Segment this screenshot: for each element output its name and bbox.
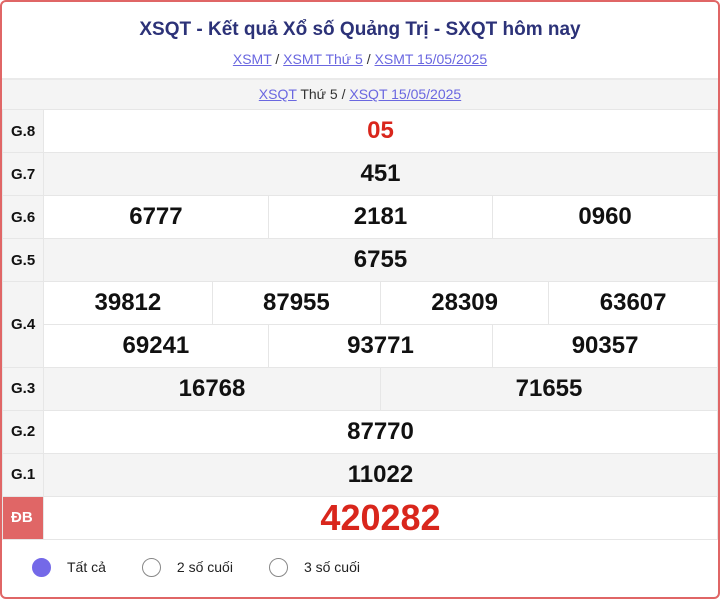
prize-value: 87770 (43, 409, 718, 454)
prize-label: G.3 (2, 366, 44, 411)
prize-value: 90357 (492, 324, 717, 367)
prize-value: 6755 (43, 238, 718, 282)
results-table: G.8 05 G.7 451 G.6 6777 2181 0960 G.5 6755 G.… (2, 109, 718, 540)
prize-value: 0960 (492, 196, 717, 238)
row-g3: G.3 16768 71655 (2, 366, 718, 411)
crumb-xsmt-day[interactable]: XSMT Thứ 5 (283, 51, 363, 67)
prize-label: G.4 (2, 281, 44, 368)
prize-label: G.6 (2, 195, 44, 239)
prize-value: 451 (43, 152, 718, 196)
radio-icon[interactable] (141, 557, 161, 577)
row-g1: G.1 11022 (2, 452, 718, 497)
prize-label: G.5 (2, 238, 44, 282)
prize-value: 39812 (94, 289, 162, 316)
row-db: ĐB 420282 (2, 495, 718, 540)
prize-value: 16768 (44, 367, 381, 410)
day-label: Thứ 5 (300, 86, 338, 102)
digit-filter: Tất cả 2 số cuối 3 số cuối (2, 540, 718, 577)
crumb-xsmt-date[interactable]: XSMT 15/05/2025 (374, 51, 488, 67)
prize-label: ĐB (2, 495, 44, 540)
prize-label: G.7 (2, 152, 44, 196)
row-g8: G.8 05 (2, 109, 718, 153)
prize-value: 28309 (379, 282, 549, 324)
crumb-xsmt[interactable]: XSMT (232, 51, 272, 67)
prize-label: G.2 (2, 409, 44, 454)
prize-value: 71655 (380, 367, 717, 410)
filter-all[interactable]: Tất cả (32, 557, 106, 577)
prize-value: 05 (43, 109, 718, 153)
filter-2-digits[interactable]: 2 số cuối (141, 557, 233, 577)
row-g6: G.6 6777 2181 0960 (2, 195, 718, 239)
prize-label: G.1 (2, 452, 44, 497)
prize-value: 63607 (548, 282, 717, 324)
link-xsqt[interactable]: XSQT (258, 86, 297, 102)
breadcrumb: XSMT / XSMT Thứ 5 / XSMT 15/05/2025 (232, 51, 488, 67)
header: XSQT - Kết quả Xổ số Quảng Trị - SXQT hô… (2, 2, 718, 78)
prize-value: 2181 (267, 196, 493, 238)
row-g2: G.2 87770 (2, 409, 718, 454)
prize-value: 93771 (267, 324, 493, 367)
link-xsqt-date[interactable]: XSQT 15/05/2025 (349, 86, 462, 102)
prize-value: 11022 (43, 452, 718, 497)
row-g7: G.7 451 (2, 152, 718, 196)
special-prize-value: 420282 (43, 495, 718, 540)
radio-icon[interactable] (268, 557, 288, 577)
prize-value: 6777 (129, 203, 183, 230)
prize-value: 87955 (211, 282, 381, 324)
radio-selected-icon[interactable] (32, 557, 51, 577)
prize-label: G.8 (2, 109, 44, 153)
row-g4: G.4 39812 87955 28309 63607 69241 93771 90357 (2, 281, 718, 368)
row-g5: G.5 6755 (2, 238, 718, 282)
prize-value: 69241 (122, 331, 190, 359)
sub-nav: XSQT Thứ 5 / XSQT 15/05/2025 (2, 78, 718, 109)
page-title: XSQT - Kết quả Xổ số Quảng Trị - SXQT hô… (139, 19, 581, 40)
filter-3-digits[interactable]: 3 số cuối (268, 557, 360, 577)
